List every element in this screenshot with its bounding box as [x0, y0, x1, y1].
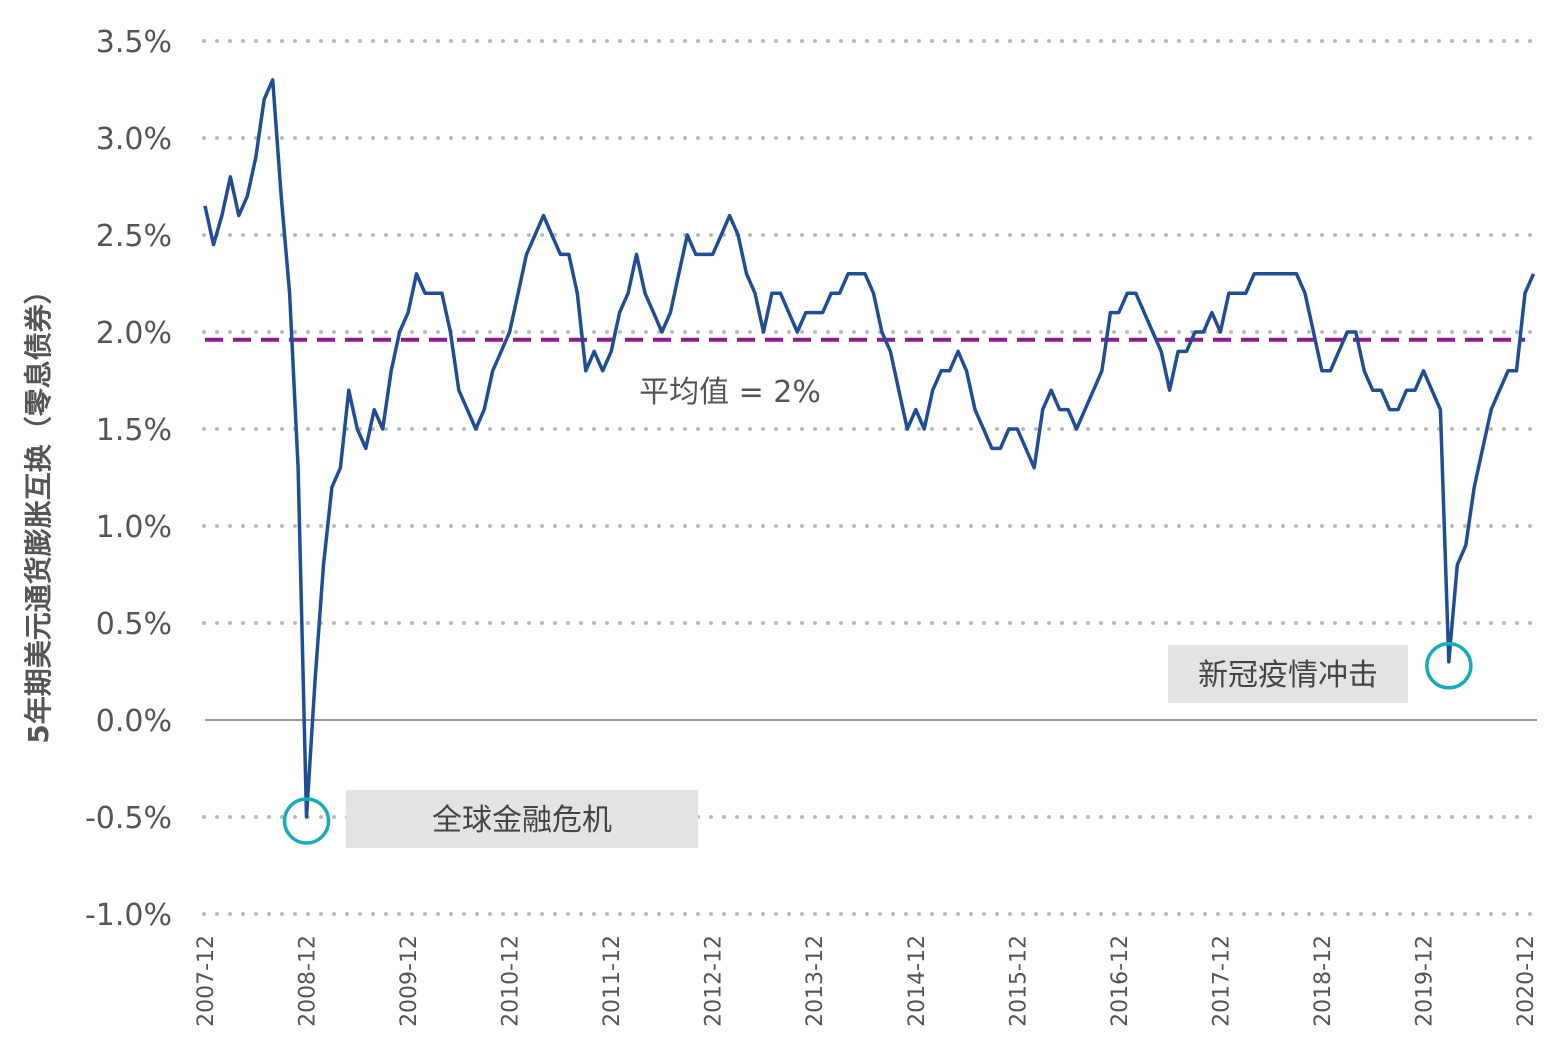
annotation-text: 全球金融危机 [432, 803, 612, 838]
x-tick-label: 2018-12 [1311, 935, 1336, 1027]
y-tick-label: 2.0% [96, 316, 172, 351]
annotation-box [346, 790, 698, 848]
y-tick-label: 0.5% [96, 607, 172, 642]
annotation-circle [282, 797, 331, 845]
y-tick-label: 2.5% [96, 219, 172, 254]
mean-label: 平均值 = 2% [639, 375, 821, 410]
annotation-box [1168, 645, 1408, 703]
y-tick-label: 3.5% [96, 25, 172, 60]
annotation-text: 新冠疫情冲击 [1198, 658, 1378, 693]
x-tick-label: 2020-12 [1514, 935, 1539, 1027]
y-tick-label: -0.5% [85, 801, 172, 836]
x-tick-label: 2008-12 [296, 935, 321, 1027]
x-tick-label: 2012-12 [702, 935, 727, 1027]
y-tick-label: 1.0% [96, 510, 172, 545]
x-tick-label: 2007-12 [194, 935, 219, 1027]
x-tick-label: 2019-12 [1412, 935, 1437, 1027]
y-tick-label: 1.5% [96, 413, 172, 448]
y-tick-label: 3.0% [96, 122, 172, 157]
x-tick-label: 2014-12 [905, 935, 930, 1027]
x-tick-label: 2015-12 [1006, 935, 1031, 1027]
x-tick-label: 2013-12 [803, 935, 828, 1027]
annotation-circle [1425, 642, 1473, 690]
x-tick-label: 2016-12 [1108, 935, 1133, 1027]
y-axis-label: 5年期美元通货膨胀互换（零息债券） [22, 276, 55, 743]
x-tick-label: 2009-12 [397, 935, 422, 1027]
x-tick-label: 2017-12 [1209, 935, 1234, 1027]
y-tick-label: 0.0% [96, 704, 172, 739]
line-series [203, 78, 1536, 819]
x-tick-label: 2010-12 [499, 935, 524, 1027]
x-tick-label: 2011-12 [600, 935, 625, 1027]
y-tick-label: -1.0% [85, 898, 172, 933]
